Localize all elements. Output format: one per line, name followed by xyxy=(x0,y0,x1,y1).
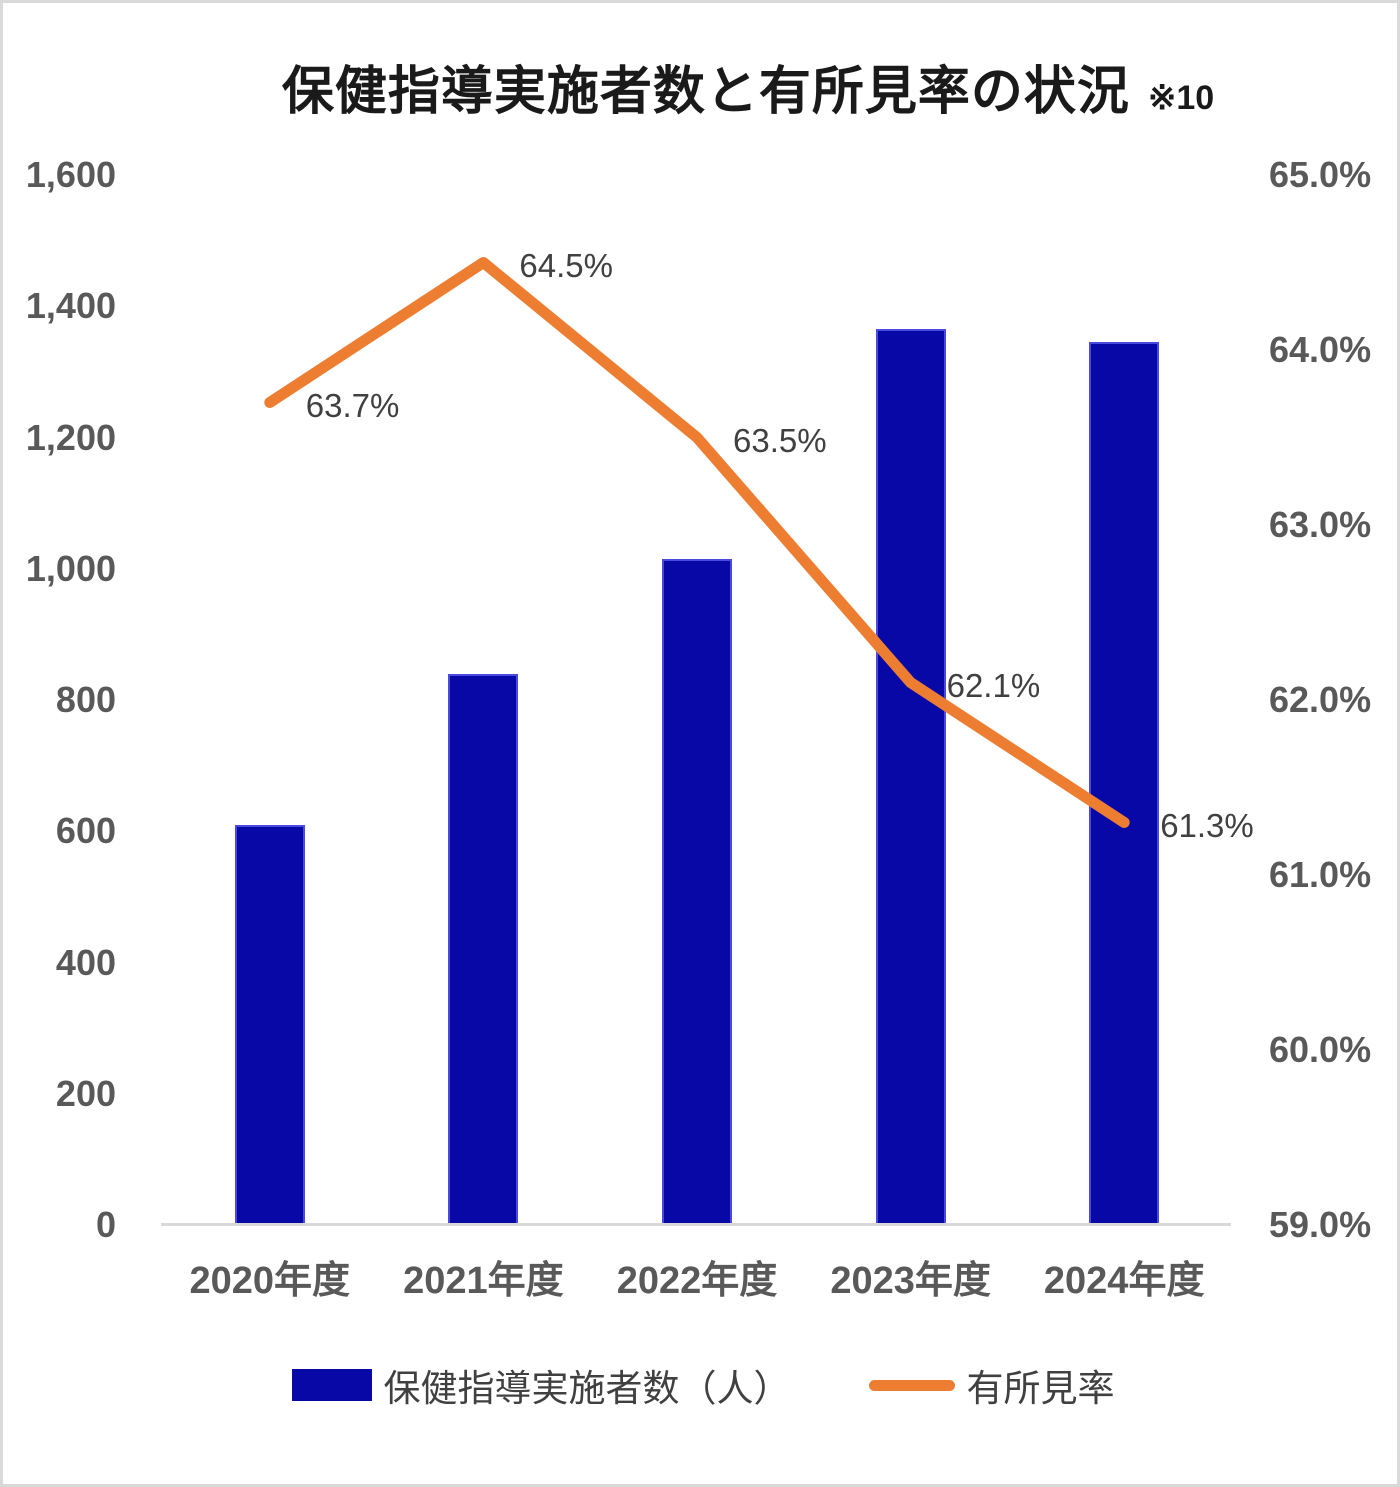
line-data-label-2024年度: 61.3% xyxy=(1160,806,1254,844)
bar-2021年度 xyxy=(448,673,519,1225)
y-axis-left-tick-label: 1,600 xyxy=(25,154,116,195)
x-axis-label-2024年度: 2024年度 xyxy=(1043,1260,1205,1302)
chart-title: 保健指導実施者数と有所見率の状況 ※10 xyxy=(282,49,1214,124)
x-axis-line xyxy=(161,1223,1231,1226)
y-axis-left-tick-label: 1,200 xyxy=(25,416,116,458)
y-axis-right-tick-label: 65.0% xyxy=(1269,154,1372,195)
y-axis-right-tick-label: 64.0% xyxy=(1269,329,1372,370)
y-axis-right-tick-label: 63.0% xyxy=(1269,504,1372,545)
y-axis-left-tick-label: 1,400 xyxy=(25,285,116,327)
legend-label-line-series: 有所見率 xyxy=(966,1368,1115,1409)
x-axis-label-2022年度: 2022年度 xyxy=(616,1260,778,1302)
bar-2024年度 xyxy=(1089,342,1160,1225)
y-axis-left-tick-label: 400 xyxy=(55,941,116,983)
y-axis-left-tick-label: 200 xyxy=(55,1072,116,1114)
bar-2020年度 xyxy=(234,824,305,1225)
line-series-swatch xyxy=(868,1379,955,1391)
line-data-label-2021年度: 64.5% xyxy=(519,246,613,284)
legend: 保健指導実施者数（人） 有所見率 xyxy=(3,1358,1397,1412)
y-axis-left-tick-label: 0 xyxy=(95,1204,116,1245)
legend-item-line-series: 有所見率 xyxy=(868,1358,1115,1412)
chart-title-text: 保健指導実施者数と有所見率の状況 xyxy=(281,63,1130,121)
y-axis-right-tick-label: 62.0% xyxy=(1269,679,1372,720)
y-axis-right-tick-label: 59.0% xyxy=(1269,1204,1372,1245)
y-axis-left-tick-label: 800 xyxy=(55,679,116,720)
x-axis-label-2020年度: 2020年度 xyxy=(189,1260,351,1302)
x-axis-label-2023年度: 2023年度 xyxy=(830,1260,991,1302)
y-axis-right-tick-label: 60.0% xyxy=(1269,1029,1372,1070)
bar-2023年度 xyxy=(875,329,946,1225)
legend-label-bar-series: 保健指導実施者数（人） xyxy=(383,1368,791,1409)
y-axis-right-tick-label: 61.0% xyxy=(1269,854,1372,895)
x-axis-label-2021年度: 2021年度 xyxy=(403,1260,564,1302)
line-data-label-2020年度: 63.7% xyxy=(305,386,400,424)
bar-2022年度 xyxy=(662,558,732,1225)
chart-title-note: ※10 xyxy=(1147,79,1215,117)
line-data-label-2022年度: 63.5% xyxy=(733,421,827,459)
legend-item-bar-series: 保健指導実施者数（人） xyxy=(291,1358,791,1412)
line-data-label-2023年度: 62.1% xyxy=(946,666,1041,704)
y-axis-left-tick-label: 600 xyxy=(55,810,116,852)
bar-series-swatch xyxy=(291,1369,372,1401)
y-axis-left-tick-label: 1,000 xyxy=(25,547,116,589)
